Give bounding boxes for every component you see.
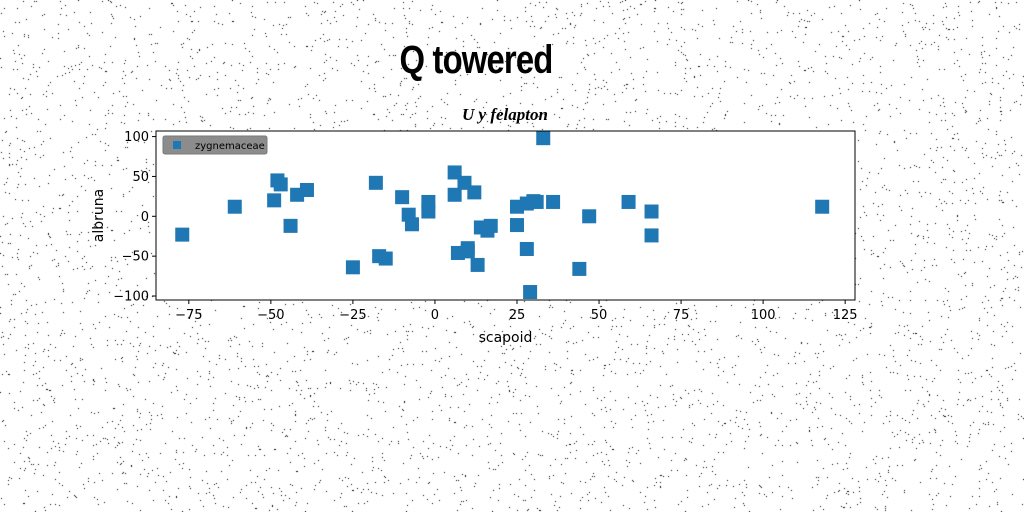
data-point [283, 218, 298, 233]
legend-box [162, 135, 268, 155]
y-tick-label: −100 [113, 290, 149, 305]
x-tick-label: 125 [833, 308, 858, 323]
x-tick-label: −25 [339, 308, 366, 323]
y-tick-label: 100 [124, 130, 149, 145]
data-point [267, 193, 282, 208]
legend-label: zygnemaceae [195, 141, 265, 152]
legend-marker [173, 141, 181, 149]
y-tick-label: 0 [141, 210, 149, 225]
data-point [447, 187, 462, 202]
data-point [421, 204, 436, 219]
data-point [572, 261, 587, 276]
data-point [467, 185, 482, 200]
data-point [529, 194, 544, 209]
x-axis-ticks: −75 −50 −25 0 25 50 75 100 125 [175, 300, 858, 323]
y-tick-label: −50 [122, 250, 149, 265]
x-tick-label: −75 [175, 308, 202, 323]
data-point [404, 217, 419, 232]
data-point [460, 241, 475, 256]
data-point [509, 218, 524, 233]
plot-frame [155, 130, 856, 301]
data-point [644, 204, 659, 219]
data-point [536, 131, 551, 146]
data-points [175, 131, 830, 300]
data-point [523, 285, 538, 300]
data-point [299, 182, 314, 197]
x-tick-label: 25 [509, 308, 526, 323]
x-tick-label: 75 [673, 308, 690, 323]
data-point [815, 199, 830, 214]
x-axis-label: scapoid [479, 330, 533, 346]
data-point [644, 228, 659, 243]
legend: zygnemaceae [162, 135, 268, 155]
y-tick-label: 50 [132, 170, 149, 185]
data-point [345, 260, 360, 275]
data-point [395, 190, 410, 205]
y-axis-ticks: −100 −50 0 50 100 [113, 130, 156, 305]
x-tick-label: −50 [257, 308, 284, 323]
data-point [273, 177, 288, 192]
chart-title: Q towered [399, 38, 553, 82]
data-point [546, 194, 561, 209]
data-point [621, 194, 636, 209]
data-point [582, 209, 597, 224]
data-point [227, 199, 242, 214]
x-tick-label: 100 [751, 308, 776, 323]
data-point [378, 251, 393, 266]
data-point [519, 241, 534, 256]
plot-area [156, 131, 855, 300]
x-tick-label: 50 [591, 308, 608, 323]
data-point [368, 175, 383, 190]
x-tick-label: 0 [431, 308, 439, 323]
y-axis-label: albruna [91, 189, 107, 242]
data-point [470, 257, 485, 272]
data-point [483, 218, 498, 233]
chart-subtitle: U y felapton [462, 105, 548, 124]
data-point [175, 227, 190, 242]
